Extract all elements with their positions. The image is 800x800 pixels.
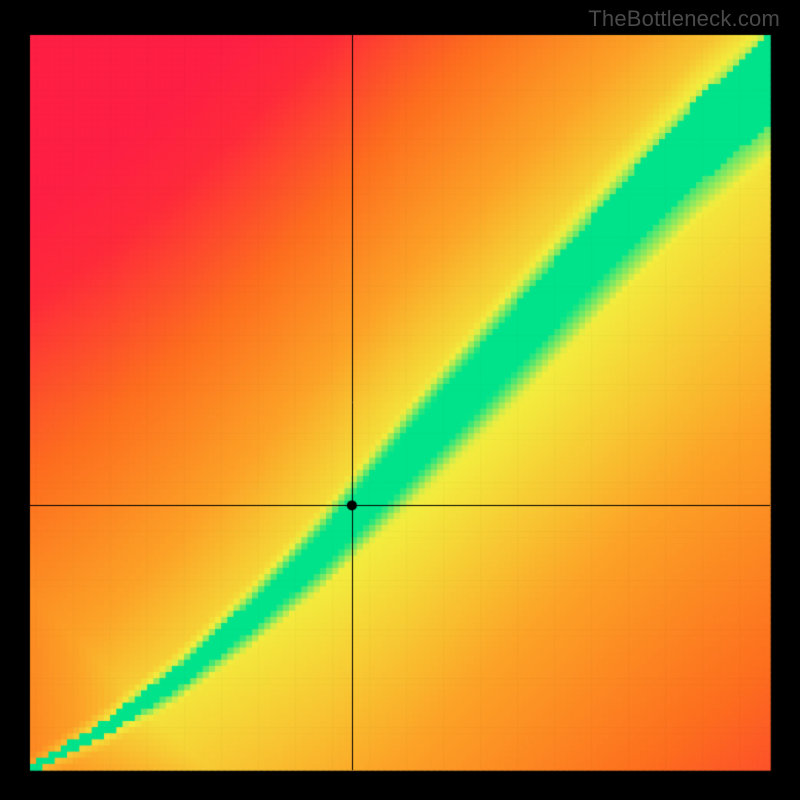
root-container: TheBottleneck.com: [0, 0, 800, 800]
watermark-text: TheBottleneck.com: [588, 6, 780, 32]
bottleneck-heatmap: [0, 0, 800, 800]
